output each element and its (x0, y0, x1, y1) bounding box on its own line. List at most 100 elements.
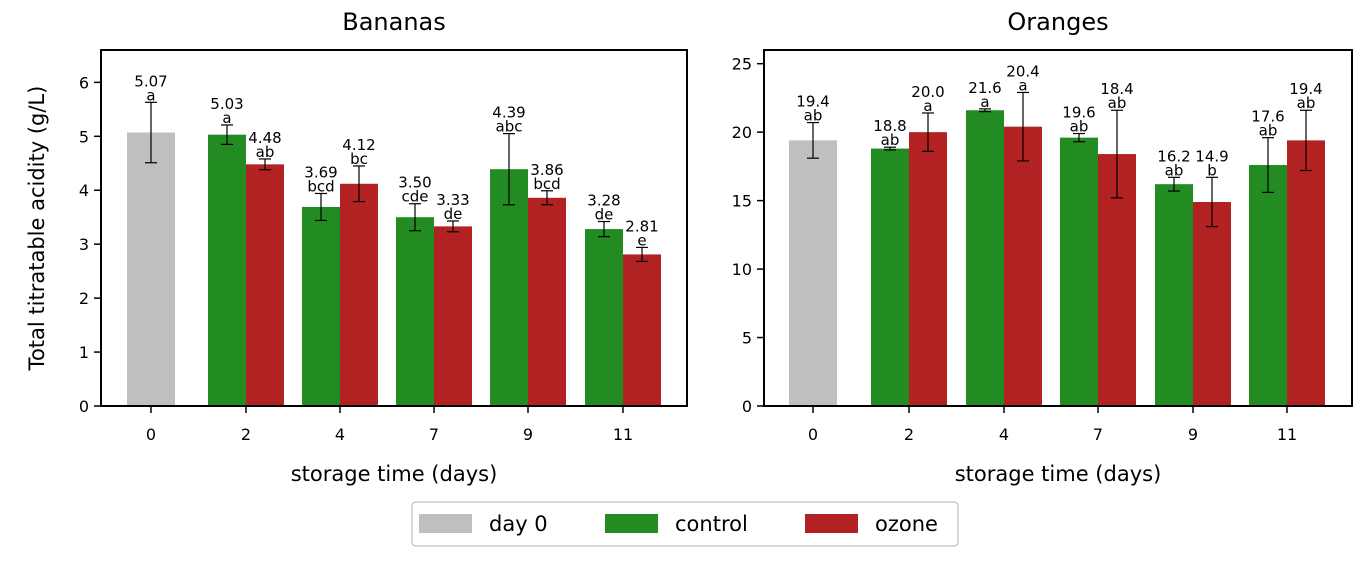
y-tick-label: 15 (732, 192, 752, 211)
control-bar (1155, 184, 1193, 406)
significance-letter: abc (496, 118, 523, 136)
significance-letter: ab (804, 107, 823, 125)
significance-letter: ab (881, 131, 900, 149)
significance-letter: a (222, 109, 231, 127)
ozone-bar (1004, 126, 1042, 406)
x-axis-label: storage time (days) (955, 462, 1162, 486)
value-label: 17.6 (1251, 108, 1284, 126)
x-tick-label: 9 (523, 425, 533, 444)
ozone-bar (1287, 140, 1325, 406)
value-label: 3.50 (398, 174, 431, 192)
control-bar (396, 217, 434, 406)
significance-letter: bcd (307, 177, 334, 195)
x-tick-label: 0 (808, 425, 818, 444)
chart-title: Bananas (342, 8, 446, 36)
y-tick-label: 6 (79, 73, 89, 92)
ozone-bar (1193, 201, 1231, 406)
value-label: 18.8 (873, 117, 906, 135)
significance-letter: ab (1297, 94, 1316, 112)
significance-letter: b (1207, 161, 1217, 179)
control-bar (1249, 165, 1287, 406)
control-bar (871, 148, 909, 407)
x-axis-label: storage time (days) (291, 462, 498, 486)
significance-letter: bc (350, 150, 368, 168)
x-tick-label: 11 (1277, 425, 1297, 444)
legend-frame (411, 501, 959, 547)
day0-legend-label: day 0 (489, 512, 548, 536)
y-tick-label: 5 (742, 329, 752, 348)
plot-frame (100, 49, 688, 407)
significance-letter: ab (1108, 94, 1127, 112)
oranges-panel: Oranges 0 5 10 15 20 25 0 2 4 7 9 11 storage time (da… (732, 8, 1353, 486)
ozone-bar (340, 183, 378, 406)
significance-letter: ab (1259, 122, 1278, 140)
value-label: 3.86 (530, 161, 563, 179)
x-tick-label: 4 (999, 425, 1009, 444)
value-label: 18.4 (1100, 80, 1133, 98)
value-label: 4.39 (492, 104, 525, 122)
significance-letter: e (637, 231, 646, 249)
significance-letter: a (923, 97, 932, 115)
y-axis-label: Total titratable acidity (g/L) (25, 86, 49, 372)
value-label: 19.6 (1062, 104, 1095, 122)
value-label: 19.4 (796, 93, 829, 111)
significance-letter: ab (1165, 161, 1184, 179)
chart-title: Oranges (1007, 8, 1108, 36)
value-label: 3.69 (304, 163, 337, 181)
value-label: 5.07 (134, 72, 167, 90)
control-bar (585, 229, 623, 406)
x-tick-label: 2 (241, 425, 251, 444)
y-tick-label: 0 (79, 397, 89, 416)
control-legend-swatch (605, 514, 658, 533)
ozone-legend-swatch (805, 514, 858, 533)
y-tick-label: 5 (79, 127, 89, 146)
y-tick-label: 0 (742, 397, 752, 416)
value-label: 20.0 (911, 83, 944, 101)
legend: day 0 control ozone (411, 501, 959, 547)
y-tick-label: 4 (79, 181, 89, 200)
significance-letter: ab (1070, 118, 1089, 136)
value-label: 3.28 (587, 192, 620, 210)
y-tick-label: 20 (732, 123, 752, 142)
value-label: 4.48 (248, 129, 281, 147)
significance-letter: a (980, 93, 989, 111)
control-bar (490, 169, 528, 406)
value-label: 14.9 (1195, 147, 1228, 165)
y-tick-label: 1 (79, 343, 89, 362)
value-label: 19.4 (1289, 80, 1322, 98)
significance-letter: ab (256, 143, 275, 161)
ozone-bar (434, 226, 472, 406)
control-bar (302, 206, 340, 406)
ozone-bar (623, 254, 661, 406)
value-label: 3.33 (436, 191, 469, 209)
control-bar (1060, 137, 1098, 406)
control-bar (208, 134, 246, 406)
ozone-bar (909, 132, 947, 406)
plot-frame (763, 49, 1353, 407)
significance-letter: bcd (533, 175, 560, 193)
day0-bar (127, 132, 175, 406)
significance-letter: a (1018, 76, 1027, 94)
control-legend-label: control (675, 512, 748, 536)
significance-letter: cde (402, 188, 429, 206)
ozone-legend-label: ozone (875, 512, 938, 536)
significance-letter: a (146, 86, 155, 104)
ozone-bar (528, 197, 566, 406)
value-label: 16.2 (1157, 147, 1190, 165)
y-tick-label: 25 (732, 55, 752, 74)
y-tick-label: 3 (79, 235, 89, 254)
y-tick-label: 2 (79, 289, 89, 308)
x-tick-label: 2 (904, 425, 914, 444)
value-label: 4.12 (342, 136, 375, 154)
day0-legend-swatch (419, 514, 472, 533)
significance-letter: de (444, 205, 463, 223)
ozone-bar (246, 164, 284, 406)
value-label: 20.4 (1006, 62, 1039, 80)
x-tick-label: 9 (1188, 425, 1198, 444)
x-tick-label: 11 (613, 425, 633, 444)
day0-bar (789, 140, 837, 406)
y-tick-label: 10 (732, 260, 752, 279)
significance-letter: de (595, 206, 614, 224)
bananas-panel: Bananas 0 1 2 3 4 5 6 0 2 4 7 9 11 storage time (days)… (25, 8, 688, 486)
